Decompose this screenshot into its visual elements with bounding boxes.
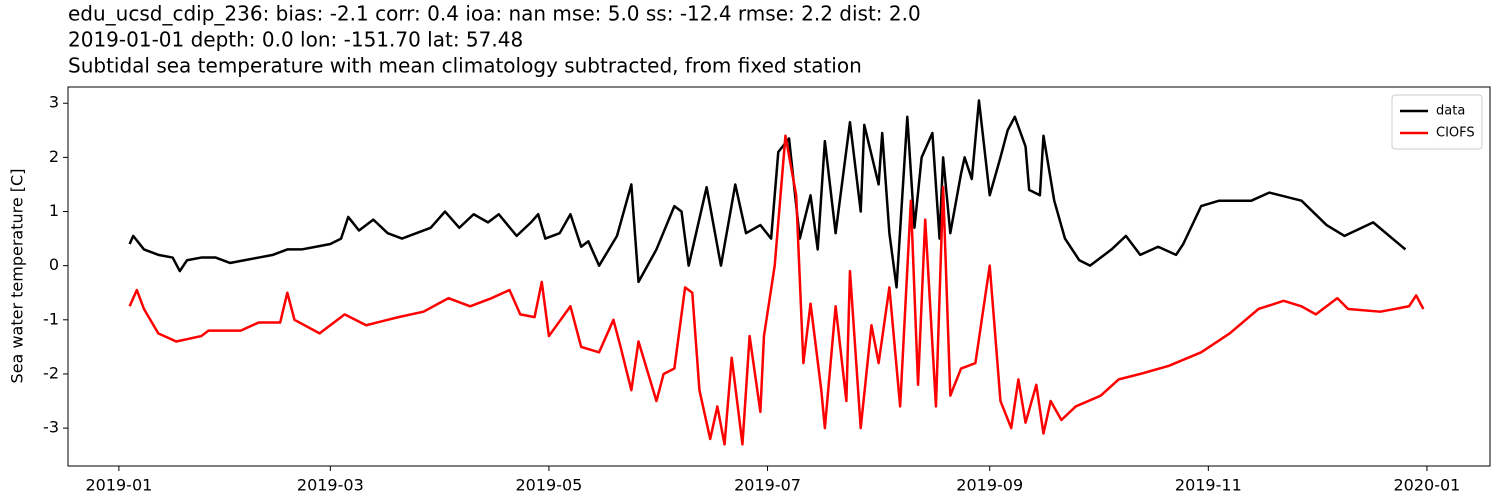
x-tick-label: 2019-03	[297, 476, 364, 495]
y-axis-label: Sea water temperature [C]	[8, 169, 27, 384]
x-tick-label: 2020-01	[1393, 476, 1460, 495]
y-tick-label: 0	[49, 255, 59, 274]
y-tick-label: -3	[43, 418, 59, 437]
legend-label: CIOFS	[1436, 126, 1475, 141]
data-line	[128, 99, 1407, 289]
y-tick-label: 3	[49, 93, 59, 112]
y-tick-label: -1	[43, 309, 59, 328]
y-tick-label: 1	[49, 201, 59, 220]
legend-label: data	[1436, 104, 1465, 119]
x-tick-label: 2019-05	[515, 476, 582, 495]
legend-box	[1391, 94, 1483, 150]
chart-title: 2019-01-01 depth: 0.0 lon: -151.70 lat: …	[68, 28, 523, 52]
y-tick-label: -2	[43, 363, 59, 382]
x-tick-label: 2019-01	[85, 476, 152, 495]
x-tick-label: 2019-07	[734, 476, 801, 495]
y-tick-label: 2	[49, 147, 59, 166]
data-line	[128, 134, 1425, 446]
x-tick-label: 2019-11	[1175, 476, 1242, 495]
plot-frame	[67, 86, 1491, 467]
x-tick-label: 2019-09	[956, 476, 1023, 495]
chart-title: Subtidal sea temperature with mean clima…	[68, 54, 862, 78]
chart-title: edu_ucsd_cdip_236: bias: -2.1 corr: 0.4 …	[68, 2, 921, 26]
